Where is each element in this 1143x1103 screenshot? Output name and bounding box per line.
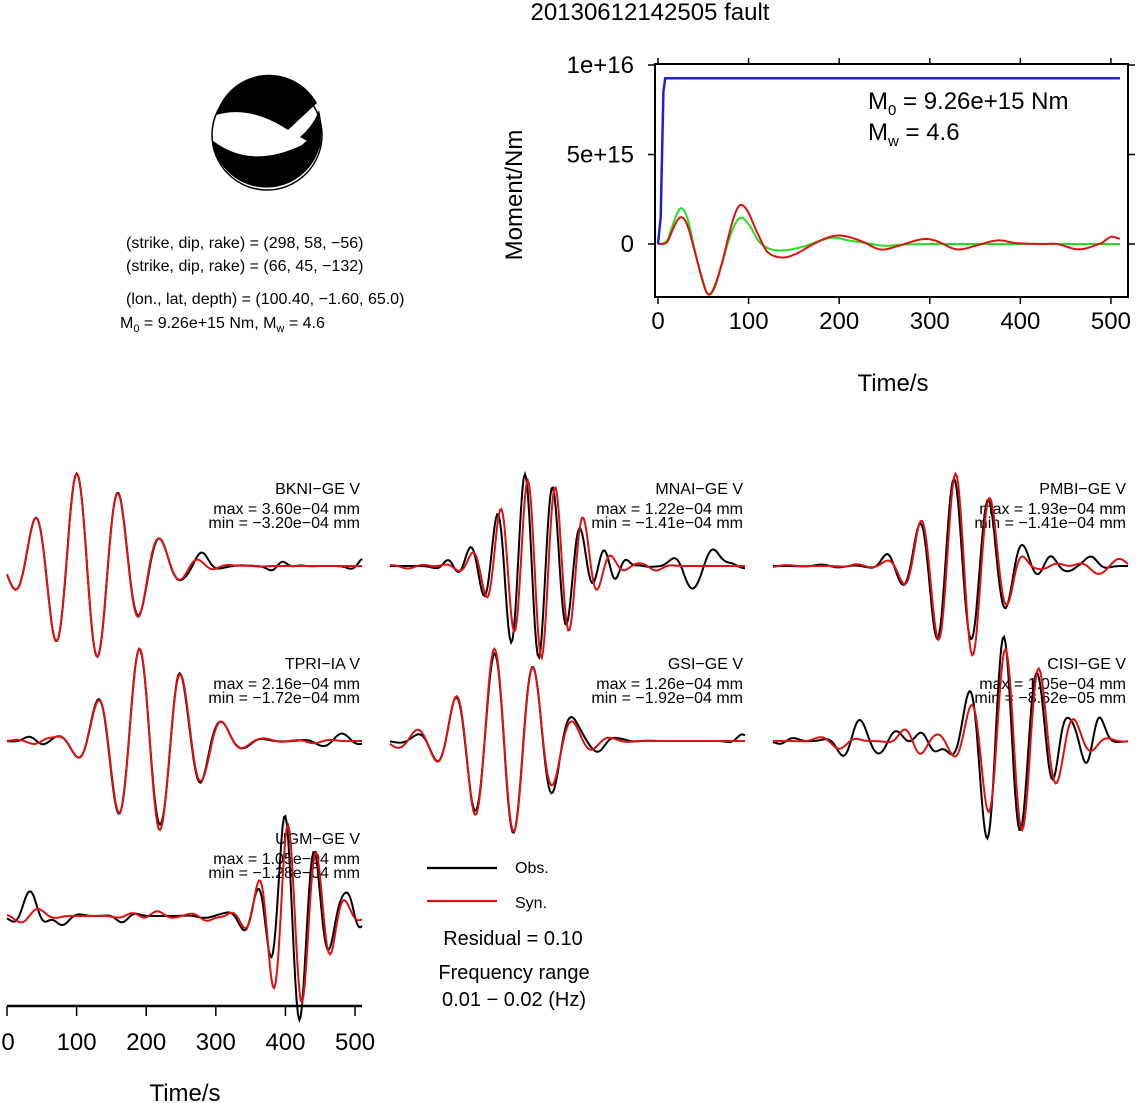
waveform-xtick-label: 100 xyxy=(57,1029,97,1056)
magnitude-label: M0 = 9.26e+15 Nm, Mw = 4.6 xyxy=(120,315,325,335)
plane1-label: (strike, dip, rake) = (298, 58, −56) xyxy=(126,235,363,252)
beachball-compressional-lower xyxy=(212,137,321,188)
location-label: (lon., lat, depth) = (100.40, −1.60, 65.… xyxy=(126,291,404,308)
plane2-label: (strike, dip, rake) = (66, 45, −132) xyxy=(126,258,363,275)
station-max: max = 3.60e−04 mm xyxy=(213,501,360,518)
station-name: PMBI−GE V xyxy=(1039,481,1126,498)
station-name: GSI−GE V xyxy=(668,656,743,673)
moment-plot-frame xyxy=(654,63,1129,298)
legend-observed-label: Obs. xyxy=(515,860,549,877)
station-name: TPRI−IA V xyxy=(285,656,360,673)
waveform-xlabel: Time/s xyxy=(149,1080,220,1103)
moment-xtick-label: 500 xyxy=(1091,308,1131,335)
station-min: min = −3.20e−04 mm xyxy=(208,515,360,532)
synthetic-trace xyxy=(389,646,745,834)
residual-label: Residual = 0.10 xyxy=(443,928,583,950)
moment-annotation-m0: M0 = 9.26e+15 Nm xyxy=(868,88,1068,119)
waveform-xtick-label: 200 xyxy=(126,1029,166,1056)
synthetic-trace xyxy=(389,477,745,661)
focal-mechanism-beachball xyxy=(211,74,323,191)
waveform-time-axis: 0 100 200 300 400 500 xyxy=(1,1004,375,1056)
figure-title: 20130612142505 fault xyxy=(531,0,770,26)
station-min: min = −1.72e−04 mm xyxy=(208,690,360,707)
station-max: max = 1.93e−04 mm xyxy=(979,501,1126,518)
moment-xtick-label: 300 xyxy=(910,308,950,335)
waveform-xtick-label: 300 xyxy=(196,1029,236,1056)
moment-xtick-label: 400 xyxy=(1000,308,1040,335)
moment-axes: 0 100 200 300 400 500 0 5e+15 1e+16 xyxy=(567,52,1135,335)
legend: Obs. Syn. xyxy=(427,860,549,912)
waveform-xtick-label: 400 xyxy=(265,1029,305,1056)
moment-ytick-label: 5e+15 xyxy=(567,142,634,169)
station-max: max = 1.05e−04 mm xyxy=(213,851,360,868)
station-min: min = −1.92e−04 mm xyxy=(591,690,743,707)
station-name: UGM−GE V xyxy=(275,831,360,848)
cumulative-moment-line xyxy=(656,76,1120,245)
moment-ytick-label: 0 xyxy=(621,231,634,258)
station-max: max = 2.16e−04 mm xyxy=(213,676,360,693)
moment-xtick-label: 100 xyxy=(729,308,769,335)
moment-xlabel: Time/s xyxy=(857,370,928,397)
beachball-compressional-right xyxy=(300,110,322,148)
frequency-range-value: 0.01 − 0.02 (Hz) xyxy=(442,989,586,1011)
waveform-xtick-label: 0 xyxy=(1,1029,14,1056)
synthetic-trace xyxy=(6,822,363,1005)
station-min: min = −1.41e−04 mm xyxy=(591,515,743,532)
station-name: MNAI−GE V xyxy=(655,481,743,498)
moment-ytick-label: 1e+16 xyxy=(567,52,634,79)
station-min: min = −1.41e−04 mm xyxy=(974,515,1126,532)
moment-rate-line xyxy=(657,207,1120,296)
synthetic-trace xyxy=(773,646,1129,833)
moment-annotation-mw: Mw = 4.6 xyxy=(868,119,960,150)
synthetic-trace xyxy=(6,471,362,659)
synthetic-trace xyxy=(772,471,1129,657)
legend-synthetic-label: Syn. xyxy=(515,895,547,912)
station-name: CISI−GE V xyxy=(1047,656,1126,673)
moment-rate-filtered-line xyxy=(658,203,1121,296)
synthetic-trace xyxy=(6,646,362,832)
moment-xtick-label: 200 xyxy=(819,308,859,335)
station-max: max = 1.26e−04 mm xyxy=(596,676,743,693)
station-max: max = 1.05e−04 mm xyxy=(979,676,1126,693)
frequency-range-label: Frequency range xyxy=(438,962,589,984)
moment-xtick-label: 0 xyxy=(651,308,664,335)
waveform-xtick-label: 500 xyxy=(335,1029,375,1056)
moment-panel: 0 100 200 300 400 500 0 5e+15 1e+16 M0 = 9.26e+1… xyxy=(501,52,1135,397)
moment-ylabel: Moment/Nm xyxy=(501,130,528,261)
station-name: BKNI−GE V xyxy=(275,481,360,498)
observed-trace xyxy=(390,470,746,661)
station-min: min = −1.28e−04 mm xyxy=(208,865,360,882)
station-max: max = 1.22e−04 mm xyxy=(596,501,743,518)
beachball-compressional-upper xyxy=(216,74,317,130)
